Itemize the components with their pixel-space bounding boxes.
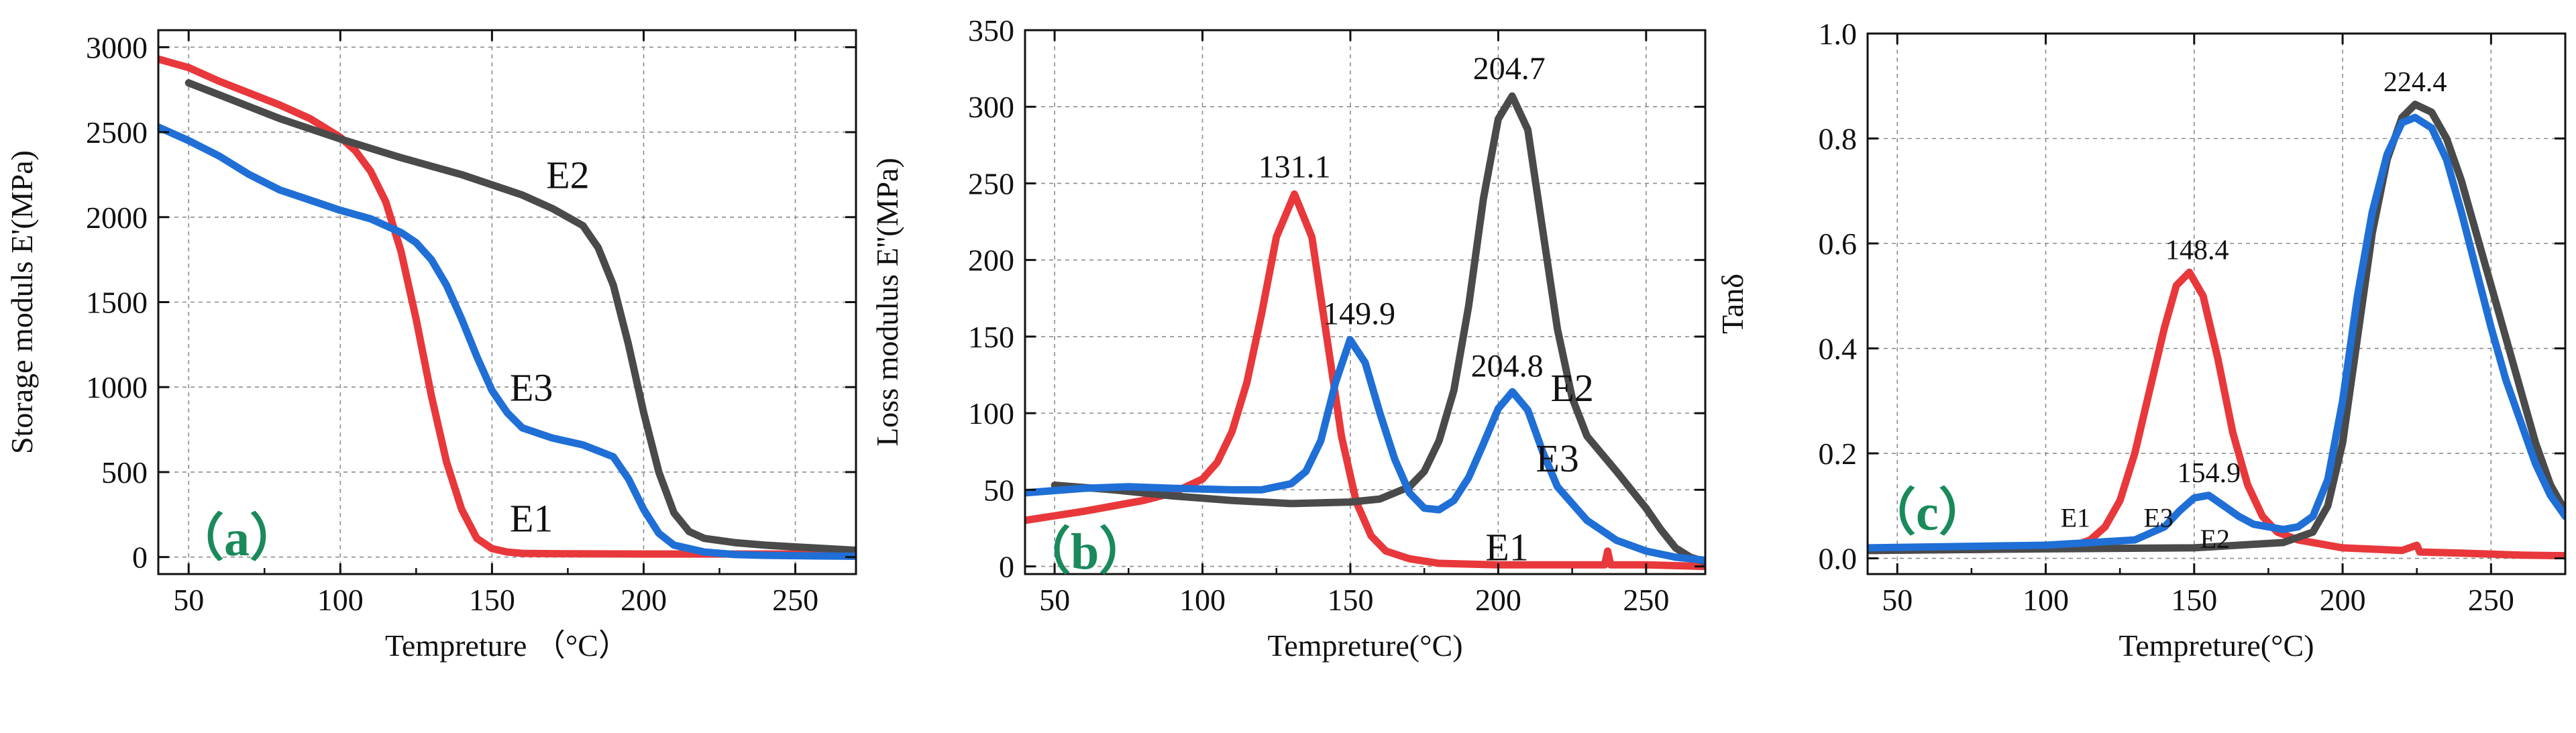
y-tick-label: 300 (968, 90, 1014, 124)
panel-tag: （c） (1865, 485, 1990, 541)
chart-panel-3: 50 100 150 200 250 0.0 0.2 0.4 0.6 0.8 1.0 Tempretu… (1715, 17, 2567, 663)
x-axis-title: Tempreture(°C) (2118, 628, 2314, 663)
x-tick-label: 250 (2468, 583, 2514, 617)
series-label: E1 (510, 497, 553, 541)
x-tick-label: 200 (2320, 583, 2366, 617)
peak-label: 224.4 (2383, 67, 2447, 98)
series-line-E1 (1868, 268, 2565, 560)
series-line-E3 (1025, 336, 1705, 564)
series-line-E3 (158, 123, 856, 560)
y-tick-label: 50 (983, 473, 1014, 507)
x-tick-label: 150 (469, 583, 515, 617)
series-label: E1 (2061, 503, 2090, 533)
x-tick-label: 50 (1039, 583, 1070, 617)
x-axis-title: Tempreture(°C) (1267, 628, 1462, 663)
y-tick-label: 3000 (86, 30, 148, 64)
x-tick-label: 50 (1882, 583, 1913, 617)
y-tick-label: 200 (968, 243, 1014, 278)
y-tick-label: 0.8 (1819, 122, 1858, 156)
x-tick-label: 200 (1475, 583, 1521, 617)
series-line-E2 (1051, 92, 1705, 566)
peak-label: 154.9 (2178, 458, 2241, 489)
series-label: E3 (2143, 503, 2173, 533)
x-axis-title: Tempreture （°C） (385, 628, 629, 663)
y-tick-label: 0.6 (1819, 227, 1858, 261)
x-tick-label: 150 (2171, 583, 2217, 617)
y-tick-label: 2500 (86, 115, 148, 150)
series-label: E2 (546, 154, 589, 197)
y-tick-label: 0.0 (1819, 542, 1858, 576)
peak-label: 204.8 (1471, 348, 1544, 384)
y-tick-label: 0 (999, 550, 1014, 584)
y-tick-label: 250 (968, 166, 1014, 201)
series-line-E2 (1868, 101, 2565, 555)
grid (158, 30, 856, 574)
x-tick-label: 100 (1179, 583, 1226, 617)
y-tick-label: 500 (101, 455, 148, 490)
peak-label: 204.7 (1473, 51, 1546, 87)
series-group (1025, 92, 1705, 571)
peak-label: 149.9 (1323, 296, 1395, 332)
y-tick-label: 350 (968, 13, 1014, 48)
peak-label: 148.4 (2165, 235, 2229, 266)
plot-frame (1024, 29, 1707, 575)
chart-panel-2: 50 100 150 200 250 0 50 100 150 200 250 300 350 Tempr… (870, 13, 1707, 663)
y-axis-title: Tanδ (1715, 274, 1750, 334)
y-tick-label: 1500 (86, 286, 148, 320)
y-tick-label: 150 (968, 320, 1014, 354)
series-line-E2 (184, 79, 856, 554)
series-line-E1 (1025, 190, 1705, 571)
series-group (1868, 101, 2565, 560)
y-tick-label: 0.4 (1819, 332, 1858, 366)
panel-tag: （b） (1020, 524, 1150, 580)
y-tick-label: 1000 (86, 370, 148, 404)
panel-tag: （a） (173, 510, 301, 567)
series-label: E2 (1550, 366, 1593, 410)
chart-panel-1: 50 100 150 200 250050010001500200025003000Te… (5, 29, 857, 663)
x-tick-label: 100 (317, 583, 364, 617)
y-tick-label: 1.0 (1819, 17, 1858, 51)
series-label: E2 (2200, 524, 2230, 554)
y-axis-title: Loss modulus E''(MPa) (870, 158, 904, 447)
x-tick-label: 100 (2023, 583, 2069, 617)
plot-frame (1866, 32, 2567, 575)
x-tick-label: 250 (772, 583, 818, 617)
series-label: E3 (510, 365, 553, 409)
y-tick-label: 100 (968, 396, 1014, 431)
y-axis-title: Storage moduls E'(MPa) (5, 150, 39, 454)
x-tick-label: 150 (1327, 583, 1373, 617)
series-label: E3 (1536, 437, 1578, 480)
series-label: E1 (1485, 525, 1528, 569)
y-tick-label: 0.2 (1819, 437, 1858, 471)
x-tick-label: 50 (173, 583, 204, 617)
peak-label: 131.1 (1258, 149, 1331, 184)
series-group (158, 55, 856, 560)
y-tick-label: 2000 (86, 201, 148, 235)
series-line-E1 (158, 55, 856, 558)
series-line-E3 (1868, 113, 2565, 552)
x-tick-label: 200 (621, 583, 667, 617)
x-tick-label: 250 (1623, 583, 1669, 617)
y-tick-label: 0 (132, 541, 148, 575)
